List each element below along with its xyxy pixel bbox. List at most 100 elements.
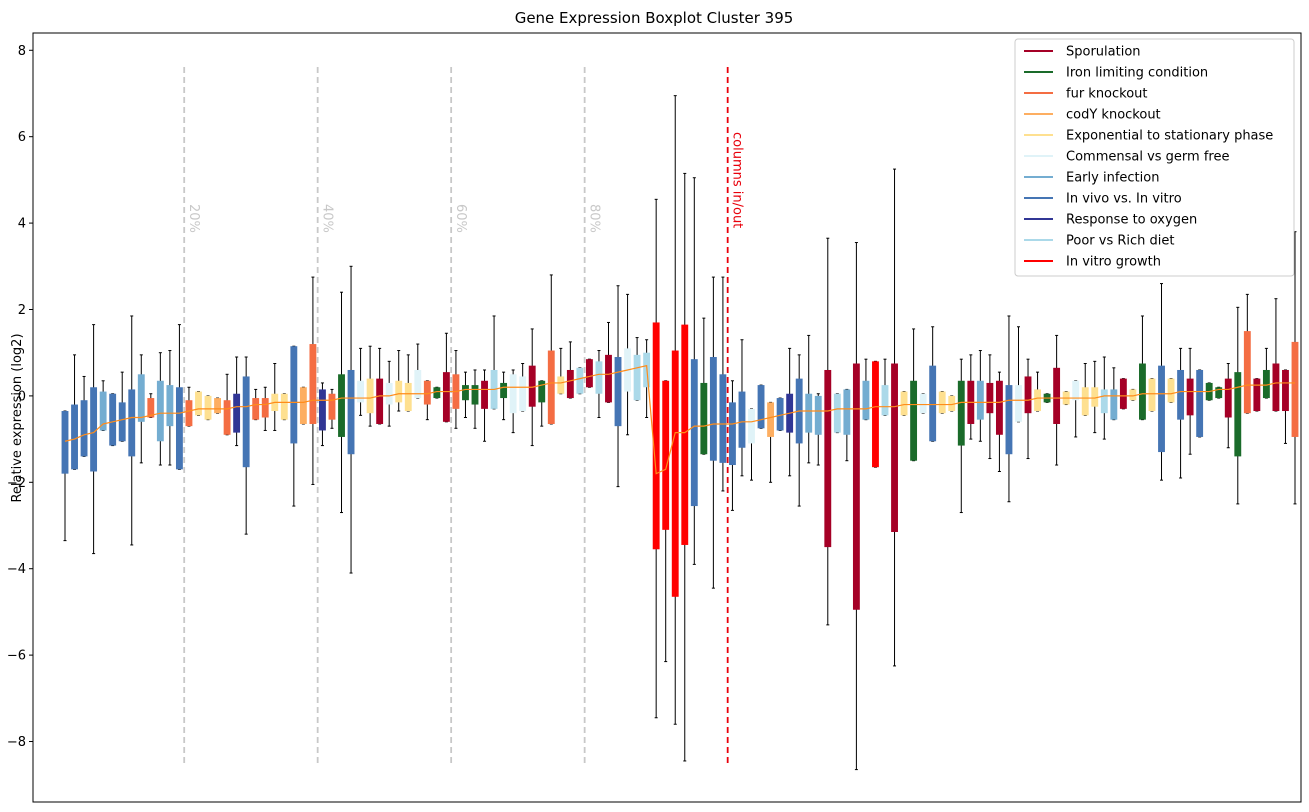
marker-lines: 20% 40% 60% 80% columns in/out <box>183 67 745 767</box>
box-6 <box>118 371 126 442</box>
box-body <box>585 359 593 388</box>
box-64 <box>671 95 679 725</box>
box-body <box>757 385 765 429</box>
box-body <box>252 398 260 420</box>
box-21 <box>261 386 269 431</box>
box-body <box>519 376 527 412</box>
box-body <box>280 393 288 420</box>
plot-area: 20% 40% 60% 80% columns in/out <box>32 32 1302 803</box>
box-body <box>995 380 1003 435</box>
box-63 <box>662 380 670 663</box>
box-body <box>881 385 889 416</box>
box-body <box>347 369 355 455</box>
y-tick-label: 6 <box>18 130 26 145</box>
box-body <box>719 374 727 463</box>
box-28 <box>328 388 336 429</box>
box-77 <box>795 354 803 507</box>
box-50 <box>538 380 546 427</box>
box-72 <box>748 408 755 481</box>
box-body <box>261 398 269 418</box>
box-45 <box>490 315 498 410</box>
box-body <box>423 380 431 405</box>
box-65 <box>681 172 689 762</box>
box-body <box>385 382 393 405</box>
box-109 <box>1100 356 1108 440</box>
box-117 <box>1177 347 1185 479</box>
box-37 <box>414 343 422 399</box>
box-body <box>633 354 641 401</box>
box-body <box>299 387 307 424</box>
box-body <box>595 361 603 394</box>
legend-label: Exponential to stationary phase <box>1066 129 1273 144</box>
box-body <box>147 398 155 418</box>
box-87 <box>891 168 898 667</box>
box-123 <box>1234 306 1242 505</box>
box-1 <box>71 354 78 470</box>
box-body <box>223 400 231 435</box>
box-body <box>605 354 612 403</box>
box-2 <box>80 375 88 457</box>
box-126 <box>1262 347 1270 399</box>
box-body <box>872 361 879 468</box>
box-29 <box>338 291 345 514</box>
box-body <box>748 408 755 444</box>
percentile-label: 20% <box>186 204 201 233</box>
box-62 <box>652 198 660 719</box>
box-59 <box>624 293 631 436</box>
box-60 <box>633 337 641 401</box>
box-body <box>1215 387 1223 399</box>
legend-item: Exponential to stationary phase <box>1024 129 1273 144</box>
box-73 <box>757 384 765 429</box>
box-body <box>328 393 336 420</box>
box-body <box>1091 387 1099 407</box>
box-body <box>1100 389 1108 414</box>
box-body <box>90 387 98 472</box>
box-52 <box>557 347 565 395</box>
box-body <box>1053 367 1061 424</box>
box-body <box>957 380 965 446</box>
legend-frame <box>1014 38 1295 277</box>
box-5 <box>109 393 117 447</box>
box-body <box>1024 376 1032 414</box>
legend-label: Response to oxygen <box>1066 213 1197 228</box>
box-66 <box>690 177 698 565</box>
box-88 <box>900 391 908 416</box>
median-line <box>64 364 1295 475</box>
box-body <box>671 350 679 597</box>
box-body <box>805 393 813 433</box>
legend-item: Early infection <box>1024 171 1159 186</box>
box-96 <box>976 350 984 442</box>
box-body <box>242 376 250 468</box>
box-55 <box>585 358 593 388</box>
box-112 <box>1129 388 1137 401</box>
box-7 <box>128 315 136 546</box>
box-39 <box>433 386 441 399</box>
box-body <box>852 363 860 610</box>
box-body <box>900 391 908 416</box>
box-body <box>414 369 422 399</box>
legend-item: In vitro growth <box>1024 255 1161 270</box>
box-body <box>1186 378 1194 416</box>
box-8 <box>137 354 145 464</box>
y-tick-label: 2 <box>18 303 26 318</box>
box-14 <box>195 391 202 416</box>
chart-title: Gene Expression Boxplot Cluster 395 <box>515 9 794 27</box>
box-body <box>156 380 164 442</box>
box-body <box>948 395 956 412</box>
box-body <box>528 365 536 407</box>
inout-label: columns in/out <box>730 132 745 228</box>
median-trend <box>64 364 1295 475</box>
box-body <box>1177 369 1185 420</box>
box-22 <box>271 362 279 431</box>
box-body <box>1034 389 1041 412</box>
legend-item: fur knockout <box>1024 87 1148 102</box>
legend-item: Sporulation <box>1024 45 1141 60</box>
box-30 <box>347 265 355 574</box>
y-tick-label: 0 <box>18 389 26 404</box>
legend-label: fur knockout <box>1066 87 1148 102</box>
box-body <box>976 380 984 420</box>
box-12 <box>175 324 183 470</box>
box-body <box>99 391 107 431</box>
box-25 <box>299 386 307 425</box>
y-tick-label: 4 <box>18 217 26 232</box>
